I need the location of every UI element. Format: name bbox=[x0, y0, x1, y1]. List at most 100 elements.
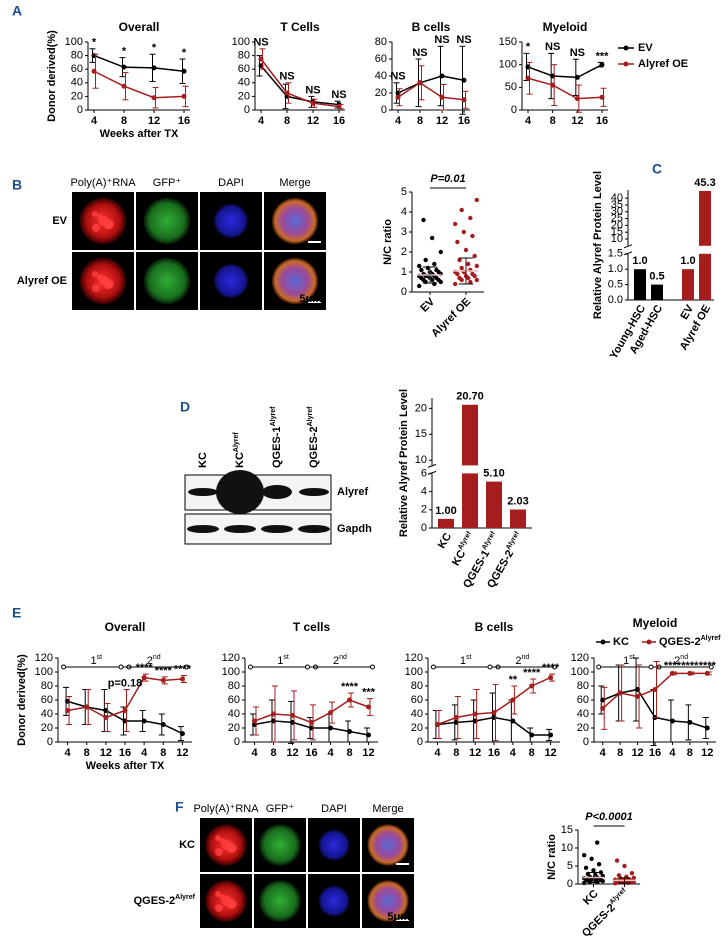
x-tick-label: 4 bbox=[510, 747, 517, 759]
rna-spot bbox=[104, 279, 114, 289]
channel-label: DAPI bbox=[321, 803, 347, 815]
y-tick-label: 60 bbox=[375, 53, 387, 65]
scale-bar-label: 5μm bbox=[299, 293, 322, 305]
significance: **** bbox=[542, 662, 560, 674]
marker bbox=[548, 675, 554, 681]
y-tick-label: 40 bbox=[375, 70, 387, 82]
significance: NS bbox=[279, 71, 294, 83]
significance: **** bbox=[155, 665, 173, 677]
y-tick-label: 35 bbox=[611, 199, 623, 211]
y-tick-label: 20 bbox=[238, 90, 250, 102]
band bbox=[216, 470, 264, 514]
x-tick-label: 8 bbox=[617, 747, 623, 759]
value-label: 0.5 bbox=[649, 271, 664, 283]
lane-label-base: QGES-1 bbox=[271, 426, 283, 468]
point bbox=[417, 283, 422, 289]
x-tick-label: 4 bbox=[251, 747, 258, 759]
bracket-label-sup: nd bbox=[153, 654, 161, 661]
x-tick-label-sup: Alyref bbox=[481, 530, 497, 551]
band bbox=[224, 525, 256, 533]
value-label: 20.70 bbox=[456, 391, 484, 403]
bracket-end bbox=[596, 664, 602, 670]
x-tick-label: 16 bbox=[119, 747, 131, 759]
y-tick-label: 2 bbox=[421, 504, 427, 516]
marker bbox=[258, 56, 264, 62]
marker bbox=[439, 73, 445, 79]
marker bbox=[290, 712, 295, 718]
y-tick-label: 20 bbox=[71, 90, 83, 102]
bracket-label: 1st bbox=[277, 654, 289, 667]
point bbox=[417, 263, 422, 269]
marker bbox=[181, 93, 187, 99]
row-label-base: QGES-2 bbox=[134, 895, 176, 907]
x-tick-label: 12 bbox=[571, 115, 583, 127]
panel-label: D bbox=[180, 399, 190, 415]
marker bbox=[600, 705, 606, 711]
channel-label: Poly(A)⁺RNA bbox=[193, 803, 259, 815]
bracket-end bbox=[61, 664, 67, 670]
significance: *** bbox=[362, 687, 376, 699]
marker bbox=[453, 715, 459, 720]
bracket-end bbox=[648, 664, 654, 670]
significance: **** bbox=[136, 662, 154, 674]
y-tick-label: 4 bbox=[401, 206, 407, 218]
y-tick-label: 120 bbox=[35, 652, 53, 664]
significance: **** bbox=[523, 667, 541, 679]
marker bbox=[328, 710, 333, 716]
bracket-label-base: 1 bbox=[277, 655, 283, 667]
y-tick-label: 15 bbox=[561, 824, 573, 836]
x-tick-label: 8 bbox=[346, 747, 352, 759]
marker bbox=[328, 725, 333, 731]
bracket-label: 2nd bbox=[674, 654, 688, 667]
rna-spot bbox=[215, 891, 221, 897]
bracket-label-base: 2 bbox=[515, 655, 521, 667]
y-tick-label: 0.0 bbox=[608, 294, 623, 306]
legend-label-sup: Alyref bbox=[701, 635, 722, 642]
point bbox=[598, 870, 604, 875]
row-label-base: EV bbox=[52, 215, 67, 227]
y-tick-label: 0 bbox=[511, 104, 517, 116]
point bbox=[429, 235, 435, 241]
lane-label-sup: Alyref bbox=[270, 406, 277, 427]
legend-label: EV bbox=[638, 42, 653, 54]
y-tick-label: 0 bbox=[401, 286, 407, 298]
chart-title: T cells bbox=[293, 620, 331, 634]
bar bbox=[486, 481, 502, 528]
marker bbox=[599, 94, 605, 100]
series-line bbox=[397, 81, 465, 101]
rna-spot bbox=[104, 219, 114, 229]
marker bbox=[510, 718, 516, 724]
lane-label: QGES-2Alyref bbox=[307, 406, 320, 468]
y-tick-label: 10 bbox=[611, 233, 623, 245]
scale-bar-label: 5μm bbox=[387, 911, 410, 923]
bracket-label: 1st bbox=[623, 654, 635, 667]
x-tick-label-base: KC bbox=[450, 548, 468, 568]
bracket-label-sup: nd bbox=[521, 654, 529, 661]
channel-label: Poly(A)⁺RNA bbox=[70, 177, 136, 189]
y-tick-label: 0.5 bbox=[608, 279, 623, 291]
rna-spot bbox=[220, 894, 226, 900]
y-axis-label: Relative Alyref Protein Level bbox=[592, 171, 604, 319]
marker bbox=[271, 711, 276, 717]
x-tick-label: 4 bbox=[141, 747, 148, 759]
row-label: EV bbox=[52, 215, 67, 227]
bar bbox=[438, 518, 454, 528]
marker bbox=[347, 697, 352, 703]
significance: **** bbox=[341, 681, 359, 693]
bracket-label: 2nd bbox=[147, 654, 161, 667]
rna-spot bbox=[227, 843, 237, 853]
marker bbox=[336, 104, 342, 110]
y-tick-label: 6 bbox=[421, 467, 427, 479]
chart-title: Overall bbox=[119, 20, 160, 34]
band bbox=[261, 525, 293, 533]
marker bbox=[366, 732, 371, 738]
significance: **** bbox=[681, 660, 699, 672]
marker bbox=[252, 718, 257, 724]
cell bbox=[318, 829, 350, 861]
x-tick-label: 8 bbox=[529, 747, 535, 759]
y-tick-label: 80 bbox=[375, 36, 387, 48]
point bbox=[470, 233, 475, 239]
marker bbox=[704, 725, 710, 731]
marker bbox=[179, 676, 185, 682]
